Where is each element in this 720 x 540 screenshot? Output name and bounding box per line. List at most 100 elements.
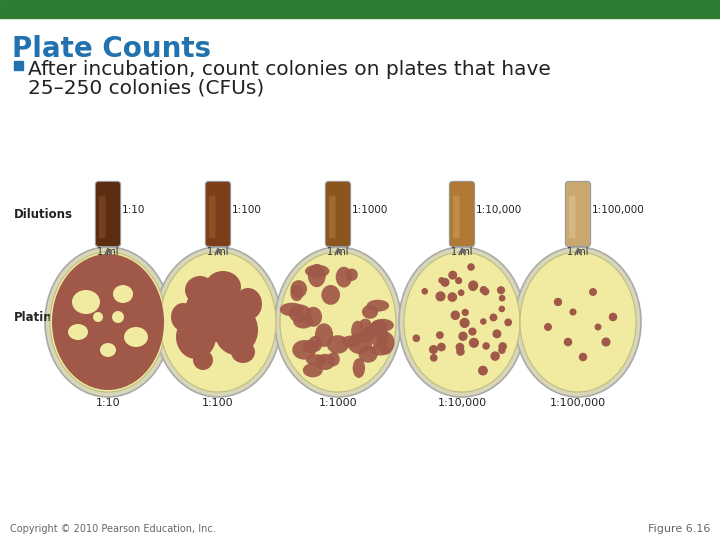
FancyBboxPatch shape <box>569 195 575 238</box>
Circle shape <box>422 289 428 294</box>
FancyBboxPatch shape <box>99 195 106 238</box>
Circle shape <box>498 287 504 294</box>
Ellipse shape <box>124 327 148 347</box>
Ellipse shape <box>68 324 88 340</box>
Ellipse shape <box>280 302 304 316</box>
Circle shape <box>437 332 443 339</box>
Text: 1:100,000: 1:100,000 <box>550 398 606 408</box>
FancyBboxPatch shape <box>453 195 459 238</box>
Ellipse shape <box>520 252 636 392</box>
Ellipse shape <box>371 326 389 349</box>
Text: 1 ml: 1 ml <box>328 247 348 257</box>
Circle shape <box>457 348 464 355</box>
FancyBboxPatch shape <box>205 181 230 247</box>
Text: 1:1000: 1:1000 <box>352 205 388 215</box>
Circle shape <box>413 335 420 341</box>
Circle shape <box>456 343 464 351</box>
Bar <box>0 0 720 18</box>
Text: 1:100: 1:100 <box>232 205 262 215</box>
Text: Plate Counts: Plate Counts <box>12 35 211 63</box>
Circle shape <box>499 343 506 350</box>
Ellipse shape <box>205 271 241 303</box>
Ellipse shape <box>234 288 262 320</box>
Circle shape <box>564 339 572 346</box>
Ellipse shape <box>359 346 378 363</box>
Text: 1:10,000: 1:10,000 <box>438 398 487 408</box>
Ellipse shape <box>113 285 133 303</box>
Ellipse shape <box>366 300 389 312</box>
Ellipse shape <box>377 332 395 354</box>
Ellipse shape <box>185 282 241 342</box>
Circle shape <box>481 319 486 324</box>
Ellipse shape <box>93 312 103 322</box>
Bar <box>14 61 23 70</box>
Circle shape <box>459 332 467 340</box>
FancyBboxPatch shape <box>95 181 121 247</box>
Circle shape <box>479 367 487 375</box>
Ellipse shape <box>155 247 281 397</box>
Ellipse shape <box>193 350 213 370</box>
Circle shape <box>468 264 474 270</box>
Circle shape <box>469 328 476 335</box>
FancyBboxPatch shape <box>449 181 474 247</box>
Circle shape <box>469 339 478 347</box>
Ellipse shape <box>308 336 323 352</box>
Ellipse shape <box>336 267 352 287</box>
Ellipse shape <box>372 319 394 332</box>
Circle shape <box>491 352 499 360</box>
FancyBboxPatch shape <box>565 181 590 247</box>
Circle shape <box>590 289 596 295</box>
Circle shape <box>436 292 445 301</box>
FancyBboxPatch shape <box>209 195 215 238</box>
Ellipse shape <box>52 254 164 390</box>
Ellipse shape <box>359 319 372 329</box>
Text: 1:10: 1:10 <box>96 398 120 408</box>
Circle shape <box>602 338 610 346</box>
Ellipse shape <box>369 345 392 355</box>
Text: Dilutions: Dilutions <box>14 207 73 220</box>
Ellipse shape <box>370 320 387 335</box>
Ellipse shape <box>50 252 166 392</box>
Text: 1:1000: 1:1000 <box>319 398 357 408</box>
Circle shape <box>490 314 497 321</box>
Ellipse shape <box>305 265 330 278</box>
Ellipse shape <box>100 343 116 357</box>
Ellipse shape <box>348 333 372 354</box>
Text: Copyright © 2010 Pearson Education, Inc.: Copyright © 2010 Pearson Education, Inc. <box>10 524 216 534</box>
Circle shape <box>505 319 511 326</box>
Ellipse shape <box>306 354 327 366</box>
Ellipse shape <box>289 305 311 323</box>
Text: Plating: Plating <box>14 310 61 323</box>
Text: 25–250 colonies (CFUs): 25–250 colonies (CFUs) <box>28 78 264 97</box>
Ellipse shape <box>72 290 100 314</box>
Circle shape <box>462 309 468 315</box>
Ellipse shape <box>315 354 335 370</box>
Text: 1:10: 1:10 <box>122 205 145 215</box>
Ellipse shape <box>363 326 375 340</box>
Ellipse shape <box>315 323 333 347</box>
Ellipse shape <box>305 307 322 327</box>
Ellipse shape <box>214 305 258 355</box>
Ellipse shape <box>515 247 641 397</box>
Circle shape <box>451 311 459 319</box>
Circle shape <box>430 346 437 353</box>
Ellipse shape <box>185 276 215 304</box>
Text: Figure 6.16: Figure 6.16 <box>647 524 710 534</box>
Ellipse shape <box>362 305 378 319</box>
Ellipse shape <box>231 341 255 363</box>
Ellipse shape <box>303 363 323 377</box>
Circle shape <box>595 324 600 330</box>
FancyBboxPatch shape <box>325 181 351 247</box>
Ellipse shape <box>366 325 380 336</box>
Ellipse shape <box>353 358 365 378</box>
Ellipse shape <box>112 311 124 323</box>
Ellipse shape <box>290 280 307 298</box>
Text: 1:100,000: 1:100,000 <box>592 205 644 215</box>
Text: 1 ml: 1 ml <box>567 247 589 257</box>
Circle shape <box>439 278 444 283</box>
Circle shape <box>482 288 489 295</box>
Text: 1 ml: 1 ml <box>207 247 229 257</box>
Circle shape <box>480 287 487 293</box>
Text: After incubation, count colonies on plates that have: After incubation, count colonies on plat… <box>28 60 551 79</box>
Ellipse shape <box>327 335 349 354</box>
